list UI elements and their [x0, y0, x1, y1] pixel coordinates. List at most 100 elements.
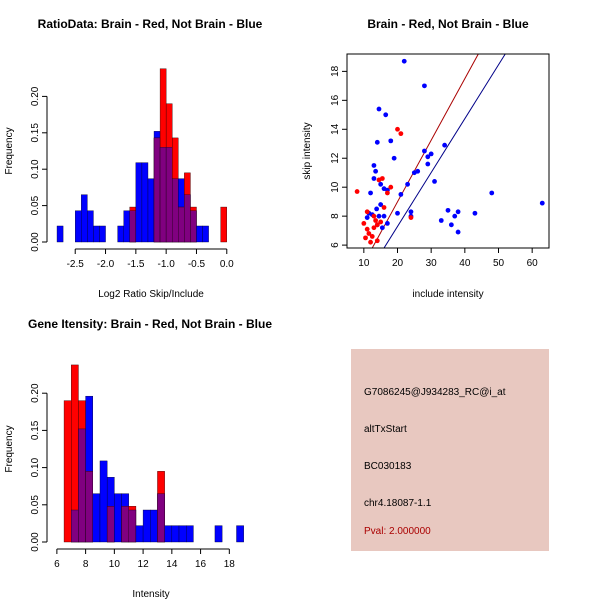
- chart2-point-brain: [371, 225, 377, 231]
- chart3-bar-notbrain: [164, 525, 173, 543]
- chart3-y-tick-label: 0.00: [30, 532, 41, 552]
- chart1-ylabel: Frequency: [4, 127, 15, 174]
- chart2-point-brain: [371, 213, 377, 219]
- chart2-point-notbrain: [489, 190, 495, 196]
- chart2-point-brain: [373, 218, 379, 223]
- chart1-bar-notbrain: [147, 178, 155, 243]
- chart2-point-notbrain: [401, 58, 407, 64]
- chart3-xlabel: Intensity: [132, 589, 169, 600]
- chart3-x-tick-label: 14: [166, 559, 178, 570]
- chart3-title: Gene Itensity: Brain - Red, Not Brain - …: [28, 317, 272, 331]
- chart2-point-notbrain: [432, 179, 437, 184]
- chart3-bar-notbrain: [236, 525, 244, 543]
- chart2-y-tick-label: 16: [330, 94, 341, 106]
- chart2-point-brain: [364, 209, 370, 215]
- chart2-point-notbrain: [385, 220, 390, 226]
- chart2-point-notbrain: [376, 213, 382, 219]
- chart2-point-brain: [388, 184, 394, 190]
- chart1-bar-notbrain: [81, 194, 88, 243]
- chart3-bar-notbrain: [178, 525, 187, 543]
- chart3-x-tick-label: 6: [54, 559, 60, 570]
- chart2-point-brain: [381, 205, 387, 210]
- chart2-ylabel: skip intensity: [302, 122, 313, 179]
- chart2-y-tick-label: 6: [330, 242, 341, 248]
- chart2-point-notbrain: [425, 161, 431, 167]
- chart2-point-brain: [361, 220, 367, 226]
- chart1-x-tick-label: -2.5: [67, 259, 85, 270]
- chart1-bar-notbrain: [56, 225, 64, 243]
- chart2-point-brain: [395, 126, 400, 132]
- chart1-bar-notbrain: [135, 162, 143, 243]
- chart2-point-brain: [363, 235, 368, 241]
- chart1-bar-notbrain: [117, 225, 124, 243]
- chart1-x-tick-label: -1.0: [158, 259, 176, 270]
- chart1-bar-notbrain: [99, 225, 106, 243]
- event-type-text: altTxStart: [364, 424, 407, 435]
- chart1-bar-overlap: [129, 210, 137, 243]
- chart2-point-brain: [374, 238, 380, 244]
- chart2-point-brain: [354, 189, 360, 194]
- chart2-point-notbrain: [378, 202, 384, 207]
- chart3-x-tick-label: 10: [109, 559, 121, 570]
- chart2-point-notbrain: [438, 218, 444, 223]
- chart2-point-brain: [385, 190, 390, 196]
- chart1-bar-notbrain: [196, 225, 203, 243]
- chart2-point-notbrain: [395, 210, 400, 216]
- chart2-xlabel: include intensity: [412, 289, 483, 300]
- chart2-point-brain: [368, 239, 373, 245]
- chart2-point-notbrain: [539, 200, 545, 206]
- chart3-ylabel: Frequency: [4, 425, 15, 472]
- chart1-bar-notbrain: [141, 162, 149, 243]
- chart2-point-notbrain: [388, 138, 394, 144]
- chart2-point-brain: [374, 222, 380, 228]
- chart1-x-tick-label: -2.0: [97, 259, 115, 270]
- chart2-y-tick-label: 8: [330, 213, 341, 219]
- chart2-point-notbrain: [405, 181, 410, 187]
- chart3-bar-notbrain: [214, 525, 223, 543]
- chart2-point-notbrain: [422, 148, 427, 154]
- chart2-point-brain: [408, 215, 414, 220]
- chart3-bar-overlap: [78, 428, 86, 543]
- chart2-point-brain: [366, 231, 372, 236]
- chart3-bar-notbrain: [99, 460, 108, 543]
- chart2-point-notbrain: [371, 176, 377, 181]
- chart3-bar-brain: [63, 400, 72, 543]
- chart2-point-brain: [379, 176, 385, 181]
- chart3-bar-notbrain: [92, 493, 101, 543]
- chart2-point-notbrain: [455, 209, 461, 215]
- chart3-bar-overlap: [71, 509, 79, 543]
- chart3-bar-notbrain: [150, 509, 158, 543]
- chart3-bar-notbrain: [186, 525, 194, 543]
- chart2-x-tick-label: 10: [358, 258, 370, 269]
- chart2-point-notbrain: [452, 213, 458, 219]
- chart3-x-tick-label: 18: [224, 559, 236, 570]
- chart2-point-notbrain: [371, 163, 377, 168]
- chart2-point-notbrain: [381, 213, 387, 219]
- chart3-bar-notbrain: [135, 525, 144, 543]
- chart2-point-notbrain: [376, 106, 382, 112]
- chart3-x-tick-label: 16: [195, 559, 207, 570]
- chart1-x-tick-label: 0.0: [220, 259, 234, 270]
- chart2-x-tick-label: 50: [493, 258, 505, 269]
- chart3-bar-notbrain: [114, 493, 122, 543]
- chart2-point-notbrain: [408, 209, 414, 215]
- chart1-bar-brain: [220, 206, 227, 243]
- chart2-point-notbrain: [428, 151, 434, 157]
- chart2-point-notbrain: [422, 83, 427, 89]
- chart3-bar-overlap: [85, 471, 93, 543]
- chart2-point-notbrain: [391, 155, 397, 161]
- chart1-bar-overlap: [190, 210, 197, 243]
- chart1-bar-notbrain: [123, 210, 130, 243]
- chart2-y-tick-label: 10: [330, 181, 341, 193]
- chart2-point-brain: [364, 226, 370, 232]
- chart3-bar-overlap: [106, 506, 115, 543]
- chart2-point-notbrain: [442, 142, 448, 148]
- chart2-point-notbrain: [448, 222, 454, 228]
- chart2-point-notbrain: [472, 210, 478, 216]
- chart1-bar-notbrain: [93, 225, 100, 243]
- chart2-x-tick-label: 30: [426, 258, 438, 269]
- pval-text: Pval: 2.000000: [364, 526, 431, 537]
- chart1-bar-notbrain: [75, 210, 82, 243]
- chart3-x-tick-label: 12: [138, 559, 150, 570]
- chart1-bar-overlap: [172, 178, 179, 243]
